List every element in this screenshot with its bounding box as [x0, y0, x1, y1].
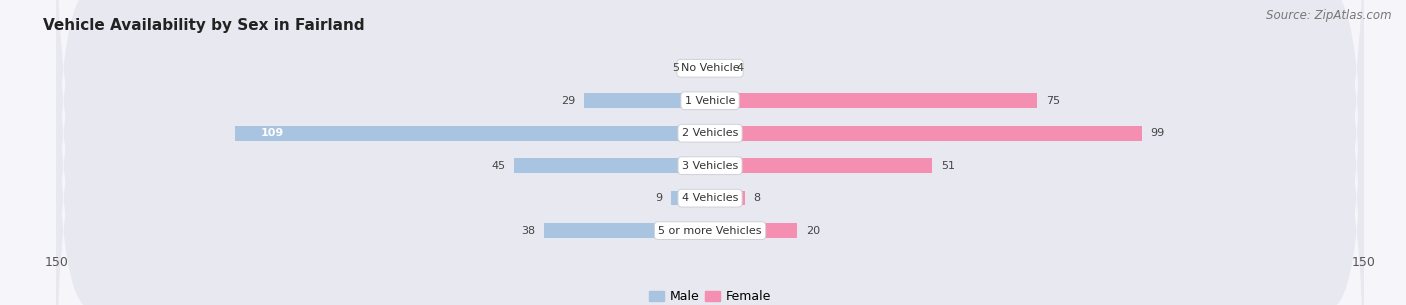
Text: 45: 45 — [491, 161, 505, 171]
FancyBboxPatch shape — [56, 0, 1364, 305]
Text: 4: 4 — [737, 63, 744, 73]
Bar — [235, 126, 710, 141]
Text: 5: 5 — [672, 63, 679, 73]
Text: No Vehicle: No Vehicle — [681, 63, 740, 73]
Text: 20: 20 — [806, 226, 820, 236]
Text: 29: 29 — [561, 96, 575, 106]
Text: 109: 109 — [262, 128, 284, 138]
FancyBboxPatch shape — [56, 17, 1364, 305]
Bar — [710, 223, 797, 238]
FancyBboxPatch shape — [56, 0, 1364, 250]
Text: 4 Vehicles: 4 Vehicles — [682, 193, 738, 203]
Text: 5 or more Vehicles: 5 or more Vehicles — [658, 226, 762, 236]
Legend: Male, Female: Male, Female — [644, 285, 776, 305]
Bar — [710, 126, 1142, 141]
Text: 8: 8 — [754, 193, 761, 203]
FancyBboxPatch shape — [56, 0, 1364, 305]
Bar — [515, 158, 710, 173]
Bar — [689, 61, 710, 76]
Bar — [671, 191, 710, 206]
Text: 1 Vehicle: 1 Vehicle — [685, 96, 735, 106]
Bar — [710, 191, 745, 206]
Bar — [710, 61, 727, 76]
Text: 3 Vehicles: 3 Vehicles — [682, 161, 738, 171]
Text: Source: ZipAtlas.com: Source: ZipAtlas.com — [1267, 9, 1392, 22]
FancyBboxPatch shape — [56, 0, 1364, 282]
Text: 38: 38 — [522, 226, 536, 236]
Text: 9: 9 — [655, 193, 662, 203]
Text: 2 Vehicles: 2 Vehicles — [682, 128, 738, 138]
Text: 99: 99 — [1150, 128, 1164, 138]
Bar — [710, 93, 1038, 108]
Text: Vehicle Availability by Sex in Fairland: Vehicle Availability by Sex in Fairland — [44, 18, 364, 33]
FancyBboxPatch shape — [56, 49, 1364, 305]
Bar — [583, 93, 710, 108]
Text: 51: 51 — [941, 161, 955, 171]
Text: 75: 75 — [1046, 96, 1060, 106]
Bar — [544, 223, 710, 238]
Bar — [710, 158, 932, 173]
